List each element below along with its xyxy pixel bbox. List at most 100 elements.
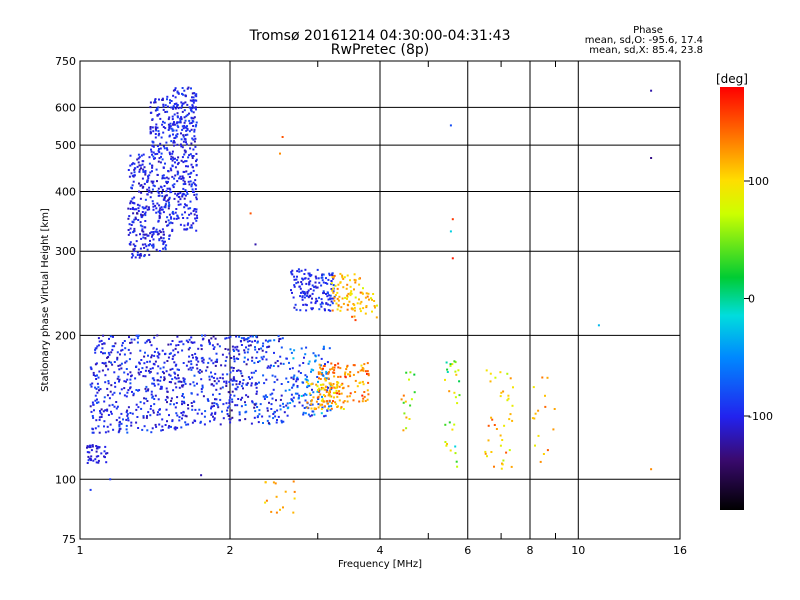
data-point bbox=[326, 389, 329, 392]
data-point bbox=[161, 239, 164, 242]
data-point bbox=[273, 381, 276, 384]
data-point bbox=[453, 360, 456, 363]
data-point bbox=[310, 368, 313, 371]
data-point bbox=[273, 351, 275, 354]
data-point bbox=[116, 358, 119, 361]
data-point bbox=[214, 337, 217, 340]
data-point bbox=[210, 337, 213, 340]
data-point bbox=[307, 277, 310, 280]
data-point bbox=[490, 416, 493, 419]
data-point bbox=[130, 374, 133, 377]
data-point bbox=[131, 163, 133, 166]
data-point bbox=[152, 362, 155, 365]
data-point bbox=[238, 383, 241, 385]
data-point bbox=[304, 392, 307, 395]
data-point bbox=[144, 220, 147, 222]
data-point bbox=[148, 253, 151, 256]
data-point bbox=[295, 282, 298, 285]
data-point bbox=[317, 403, 320, 406]
data-point bbox=[546, 376, 549, 379]
data-point bbox=[100, 413, 103, 416]
data-point bbox=[322, 273, 325, 276]
data-point bbox=[151, 118, 154, 121]
data-point bbox=[295, 378, 298, 381]
data-point bbox=[158, 148, 160, 150]
data-point bbox=[353, 309, 356, 312]
data-point bbox=[365, 306, 368, 309]
data-point bbox=[154, 126, 157, 129]
data-point bbox=[127, 169, 130, 171]
data-point bbox=[253, 361, 256, 364]
data-point bbox=[453, 423, 456, 426]
data-point bbox=[94, 399, 97, 402]
data-point bbox=[306, 294, 308, 297]
data-point bbox=[158, 239, 161, 242]
data-point bbox=[373, 305, 376, 307]
data-point bbox=[319, 383, 322, 386]
data-point bbox=[149, 130, 152, 133]
data-point bbox=[155, 168, 158, 171]
data-point bbox=[318, 377, 320, 380]
data-point bbox=[306, 292, 309, 295]
data-point bbox=[192, 356, 194, 359]
data-point bbox=[121, 348, 124, 351]
data-point bbox=[214, 372, 217, 375]
data-point bbox=[229, 421, 232, 424]
data-point bbox=[162, 233, 165, 236]
data-point bbox=[141, 229, 144, 232]
data-point bbox=[337, 362, 340, 365]
data-point bbox=[154, 98, 157, 101]
x-tick-label: 10 bbox=[571, 544, 585, 557]
data-point bbox=[119, 392, 121, 395]
data-point bbox=[191, 137, 194, 140]
data-point bbox=[195, 229, 198, 232]
data-point bbox=[151, 235, 153, 238]
data-point bbox=[191, 188, 194, 191]
data-point bbox=[182, 377, 185, 380]
data-point bbox=[173, 217, 176, 220]
data-point bbox=[133, 202, 136, 205]
data-point bbox=[186, 125, 188, 128]
data-point bbox=[195, 152, 198, 155]
data-point bbox=[343, 276, 346, 279]
data-point bbox=[370, 297, 372, 300]
data-point bbox=[177, 377, 180, 380]
data-point bbox=[319, 371, 322, 374]
data-point bbox=[170, 100, 173, 102]
data-point bbox=[187, 207, 190, 210]
data-point bbox=[324, 379, 327, 382]
data-point bbox=[239, 370, 242, 373]
data-point bbox=[282, 402, 284, 405]
data-point bbox=[236, 404, 239, 407]
data-point bbox=[137, 389, 139, 392]
data-point bbox=[314, 285, 317, 288]
data-point bbox=[144, 226, 147, 229]
data-point bbox=[170, 155, 173, 158]
data-point bbox=[95, 445, 98, 447]
data-point bbox=[346, 294, 349, 297]
data-point bbox=[487, 424, 490, 427]
data-point bbox=[256, 415, 259, 418]
data-point bbox=[161, 99, 164, 101]
data-point bbox=[181, 92, 183, 95]
data-point bbox=[330, 300, 333, 303]
data-point bbox=[305, 381, 308, 384]
data-point bbox=[276, 419, 278, 421]
data-point bbox=[262, 342, 265, 345]
data-point bbox=[190, 336, 193, 339]
data-point bbox=[449, 124, 452, 127]
data-point bbox=[333, 274, 336, 277]
data-point bbox=[323, 365, 326, 367]
data-point bbox=[310, 301, 313, 304]
data-point bbox=[254, 339, 256, 342]
data-point bbox=[268, 345, 271, 348]
data-point bbox=[290, 351, 293, 354]
data-point bbox=[403, 412, 406, 415]
data-point bbox=[291, 367, 294, 370]
data-point bbox=[445, 361, 448, 364]
data-point bbox=[156, 173, 159, 176]
data-point bbox=[157, 210, 160, 213]
data-point bbox=[533, 417, 536, 420]
data-point bbox=[318, 296, 320, 299]
data-point bbox=[444, 423, 447, 426]
